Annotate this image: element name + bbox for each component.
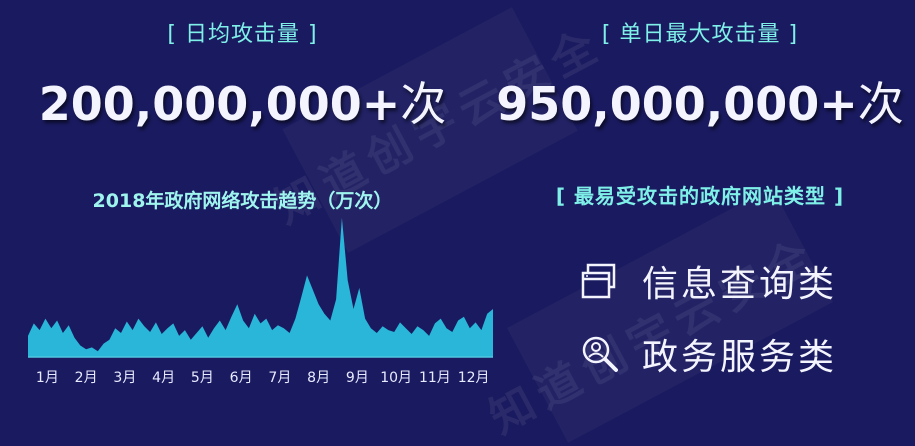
daily-avg-value: 200,000,000+次 — [0, 68, 485, 134]
x-tick-label: 1月 — [36, 370, 59, 386]
chart-title: 2018年政府网络攻击趋势（万次） — [92, 190, 393, 212]
daily-avg-number: 200,000,000+ — [38, 77, 401, 131]
windows-icon — [581, 263, 616, 299]
x-tick-label: 10月 — [380, 370, 412, 386]
x-tick-label: 11月 — [419, 370, 451, 386]
max-attack-value: 950,000,000+次 — [485, 68, 915, 134]
max-attack-unit: 次 — [857, 77, 904, 131]
x-tick-label: 2月 — [75, 370, 98, 386]
max-attack-label: [ 单日最大攻击量 ] — [601, 22, 799, 47]
x-tick-label: 6月 — [230, 370, 253, 386]
type-item-gov-service: 政务服务类 — [580, 328, 837, 380]
x-tick-label: 7月 — [268, 370, 291, 386]
trend-chart: 1月 2月 3月 4月 5月 6月 7月 8月 9月 10月 11月 12月 — [28, 217, 493, 386]
daily-avg-unit: 次 — [400, 77, 447, 131]
type-label-info-query: 信息查询类 — [642, 264, 838, 305]
x-tick-label: 12月 — [458, 370, 490, 386]
x-tick-label: 9月 — [346, 370, 369, 386]
x-tick-label: 4月 — [152, 370, 175, 386]
chart-ticks: 1月 2月 3月 4月 5月 6月 7月 8月 9月 10月 11月 12月 — [36, 370, 490, 386]
x-tick-label: 8月 — [307, 370, 330, 386]
daily-avg-label: [ 日均攻击量 ] — [167, 22, 318, 47]
max-attack-number: 950,000,000+ — [496, 77, 858, 131]
x-tick-label: 5月 — [191, 370, 214, 386]
type-item-info-query: 信息查询类 — [580, 255, 837, 307]
type-label-gov-service: 政务服务类 — [642, 337, 838, 378]
types-title: [ 最易受攻击的政府网站类型 ] — [555, 184, 845, 208]
chart-marks — [28, 217, 493, 358]
search-person-icon — [582, 336, 618, 372]
series-area — [28, 217, 493, 357]
x-tick-label: 3月 — [113, 370, 136, 386]
